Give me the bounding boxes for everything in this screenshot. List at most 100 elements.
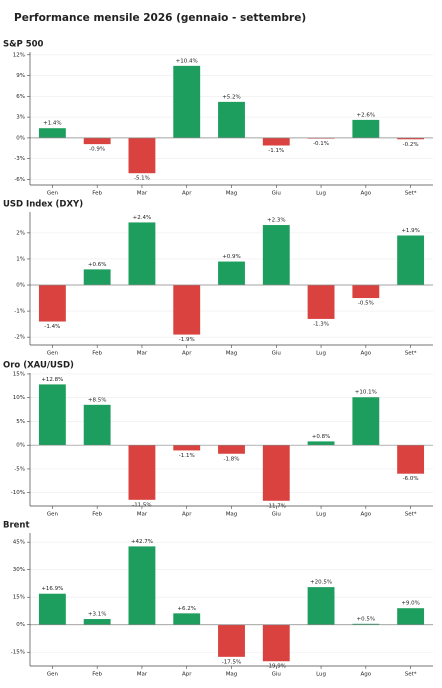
value-label: -1.1% [179,453,195,459]
bar [307,441,335,446]
panel-title: USD Index (DXY) [3,200,83,210]
y-tick-label: 15% [13,595,25,601]
bar [262,137,290,146]
x-tick-label: Set* [405,191,417,197]
y-tick-label: 12% [13,52,25,58]
bar [218,101,245,138]
value-label: -1.9% [179,337,195,343]
value-label: -6.0% [403,476,419,482]
value-label: -1.4% [44,324,60,330]
bar [128,222,156,286]
bar [128,546,156,625]
value-label: -0.1% [313,141,329,147]
value-label: +12.8% [41,377,63,383]
x-tick-label: Giu [272,672,281,678]
value-label: -0.2% [403,142,419,148]
value-label: -0.5% [358,301,374,307]
y-tick-label: 15% [13,371,25,377]
y-tick-label: -3% [14,156,25,162]
x-tick-label: Apr [182,191,192,197]
panel-title: S&P 500 [3,40,44,50]
bar [218,445,245,454]
bar [38,128,66,138]
x-tick-label: Mag [226,672,238,678]
value-label: +16.9% [41,586,63,592]
value-label: -0.9% [89,147,105,153]
page-title: Performance mensile 2026 (gennaio - sett… [14,12,306,24]
x-tick-label: Set* [405,512,417,518]
y-tick-label: 9% [16,73,25,79]
bar [352,119,380,138]
value-label: +2.6% [357,112,376,118]
y-tick-label: 45% [13,540,25,546]
x-tick-label: Gen [47,191,59,197]
bar [83,269,111,286]
x-tick-label: Apr [182,351,192,357]
value-label: +10.4% [176,58,198,64]
y-tick-label: 5% [16,419,25,425]
y-tick-label: 10% [13,395,25,401]
bar [397,235,425,286]
x-tick-label: Apr [182,672,192,678]
x-tick-label: Lug [316,512,326,518]
value-label: +42.7% [131,539,153,545]
y-tick-label: -1% [14,309,25,315]
y-tick-label: 2% [16,230,25,236]
x-tick-label: Feb [92,191,102,197]
bar [352,397,380,446]
x-tick-label: Ago [361,512,372,518]
y-tick-label: -15% [11,650,25,656]
value-label: +2.4% [133,215,152,221]
value-label: +0.6% [88,262,107,268]
x-tick-label: Feb [92,672,102,678]
x-tick-label: Mar [137,512,148,518]
value-label: +0.9% [222,254,241,260]
x-tick-label: Feb [92,512,102,518]
x-tick-label: Set* [405,672,417,678]
x-tick-label: Lug [316,351,326,357]
bar [218,261,245,286]
x-tick-label: Mag [226,191,238,197]
value-label: +5.2% [222,94,241,100]
x-tick-label: Gen [47,512,59,518]
bar [173,613,201,625]
bar [307,587,335,625]
value-label: -1.1% [268,148,284,154]
x-tick-label: Mag [226,351,238,357]
x-tick-label: Set* [405,351,417,357]
bar [173,65,201,138]
value-label: +8.5% [88,397,107,403]
value-label: +9.0% [401,601,420,607]
y-tick-label: 0% [16,443,25,449]
y-tick-label: 0% [16,622,25,628]
x-tick-label: Giu [272,351,281,357]
x-tick-label: Apr [182,512,192,518]
bar [262,445,290,501]
bar [83,404,111,446]
value-label: +20.5% [310,580,332,586]
y-tick-label: -5% [14,466,25,472]
x-tick-label: Lug [316,672,326,678]
bar [173,285,201,335]
value-label: -1.8% [224,456,240,462]
bar [352,623,380,625]
bar [397,137,425,140]
bar [218,624,245,657]
panel-title: Brent [3,521,30,531]
bar [262,624,290,662]
x-tick-label: Ago [361,672,372,678]
bar [397,608,425,625]
bar [38,593,66,625]
value-label: -1.3% [313,321,329,327]
value-label: +1.4% [43,121,62,127]
value-label: +1.9% [401,228,420,234]
y-tick-label: 1% [16,256,25,262]
value-label: -17.5% [222,659,241,665]
x-tick-label: Mar [137,191,148,197]
x-tick-label: Gen [47,351,59,357]
x-tick-label: Feb [92,351,102,357]
bar [83,619,111,625]
x-tick-label: Giu [272,191,281,197]
y-tick-label: -2% [14,335,25,341]
